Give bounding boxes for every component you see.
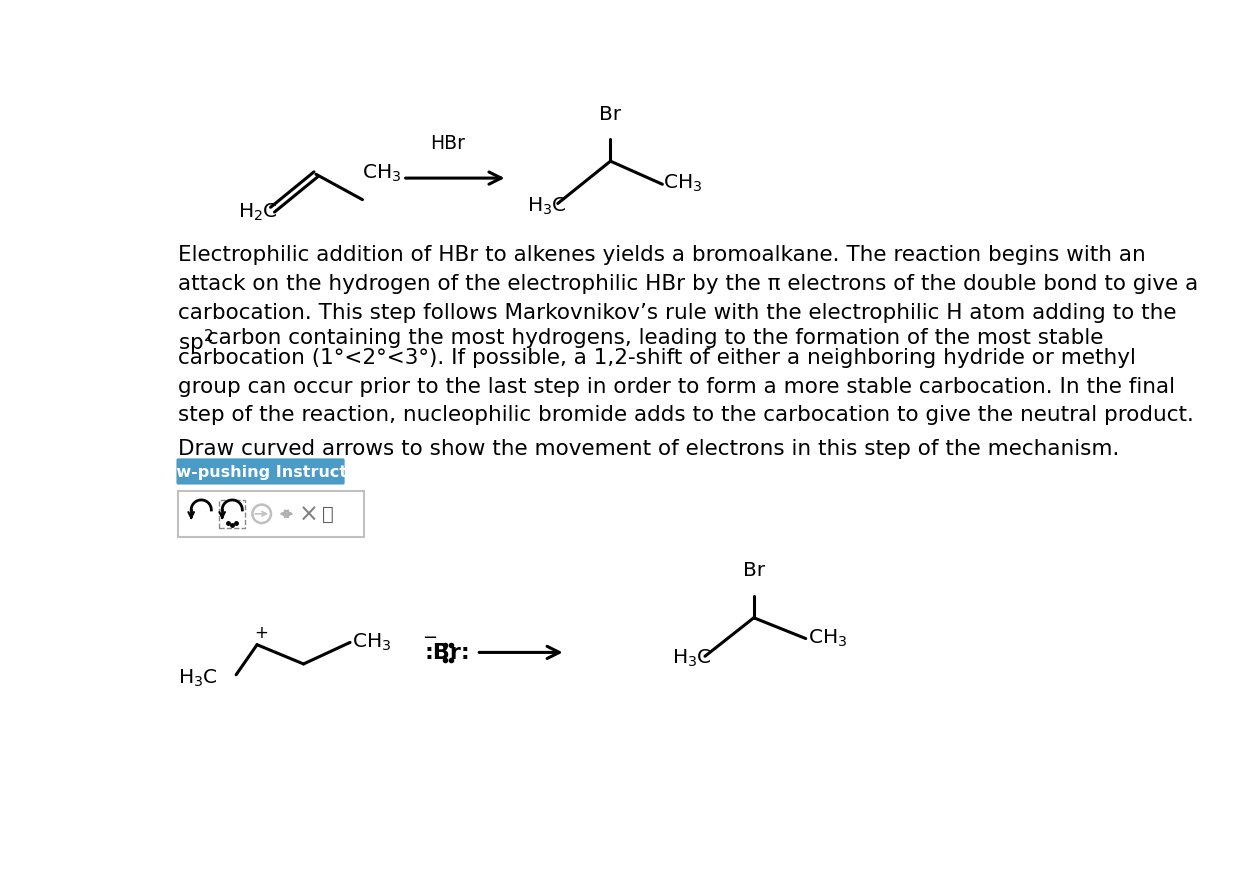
Text: H$_3$C: H$_3$C — [178, 667, 218, 688]
Text: +: + — [254, 624, 267, 641]
Text: 🗑: 🗑 — [322, 505, 334, 524]
FancyBboxPatch shape — [178, 491, 364, 537]
Text: Br: Br — [599, 104, 621, 123]
Text: CH$_3$: CH$_3$ — [664, 172, 702, 194]
Text: CH$_3$: CH$_3$ — [808, 627, 847, 648]
Text: carbocation (1°<2°<3°). If possible, a 1,2-shift of either a neighboring hydride: carbocation (1°<2°<3°). If possible, a 1… — [178, 348, 1193, 425]
Text: Arrow-pushing Instructions: Arrow-pushing Instructions — [136, 464, 384, 480]
Text: CH$_3$: CH$_3$ — [353, 631, 391, 652]
Text: CH$_3$: CH$_3$ — [363, 163, 401, 184]
Text: H$_3$C: H$_3$C — [526, 196, 567, 217]
Text: Draw curved arrows to show the movement of electrons in this step of the mechani: Draw curved arrows to show the movement … — [178, 439, 1119, 459]
Text: sp$^2$: sp$^2$ — [178, 328, 213, 356]
Text: HBr: HBr — [430, 134, 465, 153]
FancyBboxPatch shape — [177, 459, 344, 485]
Text: :Br:: :Br: — [425, 643, 470, 663]
Text: carbon containing the most hydrogens, leading to the formation of the most stabl: carbon containing the most hydrogens, le… — [199, 328, 1103, 348]
Text: $-$: $-$ — [422, 627, 437, 645]
Text: H$_2$C: H$_2$C — [238, 202, 277, 222]
Text: ×: × — [298, 502, 318, 527]
Text: Br: Br — [743, 561, 765, 580]
Text: H$_3$C: H$_3$C — [672, 647, 712, 668]
Text: Electrophilic addition of HBr to alkenes yields a bromoalkane. The reaction begi: Electrophilic addition of HBr to alkenes… — [178, 245, 1198, 322]
